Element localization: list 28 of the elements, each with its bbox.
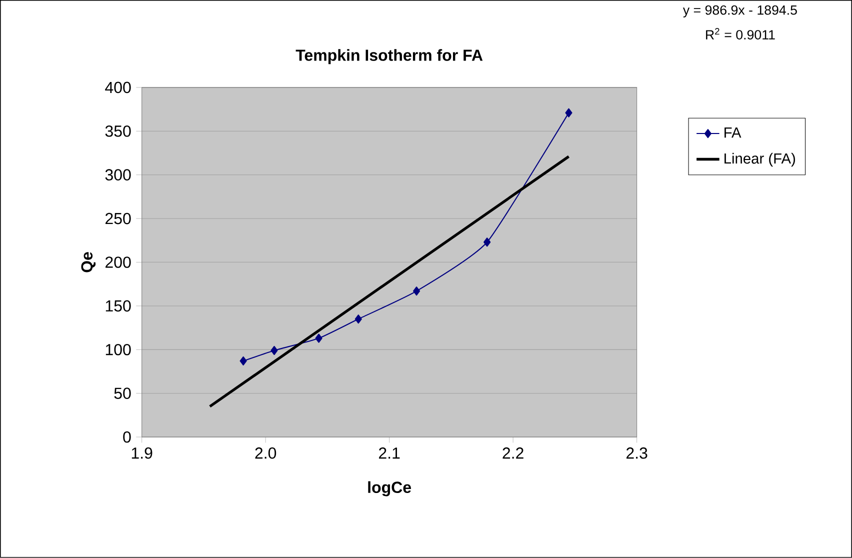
point xyxy=(354,314,362,324)
text: y = 986.9x - 1894.5 xyxy=(682,5,797,18)
y-tick-label: 250 xyxy=(106,212,131,224)
text: R$^{2}$ = 0.9011 xyxy=(706,28,775,40)
point xyxy=(315,334,322,343)
point xyxy=(413,286,420,296)
y-tick-label: 0 xyxy=(123,431,131,443)
legend-label: FA xyxy=(724,128,742,138)
x-tick-label: 2.0 xyxy=(255,448,276,459)
y-tick-label: 400 xyxy=(105,82,131,94)
point xyxy=(565,108,572,118)
point xyxy=(240,356,247,366)
x-tick-label: 2.2 xyxy=(502,448,524,459)
chart-title: Tempkin Isotherm for FA xyxy=(296,49,483,64)
y-tick-label: 350 xyxy=(105,126,131,137)
y-tick-label: 100 xyxy=(106,344,131,356)
x-tick-label: 2.3 xyxy=(626,448,648,459)
x-axis-title: logCe xyxy=(368,481,411,496)
y-tick-label: 150 xyxy=(106,300,131,312)
legend-label: Linear (FA) xyxy=(724,153,796,167)
y-tick-label: 200 xyxy=(106,256,131,268)
x-tick-label: 1.9 xyxy=(132,448,152,459)
y-axis-title: Qe xyxy=(81,252,96,272)
point xyxy=(270,346,278,356)
y-tick-label: 300 xyxy=(105,169,131,181)
y-tick-label: 50 xyxy=(114,388,131,400)
x-tick-label: 2.1 xyxy=(378,448,400,459)
point xyxy=(484,238,491,247)
